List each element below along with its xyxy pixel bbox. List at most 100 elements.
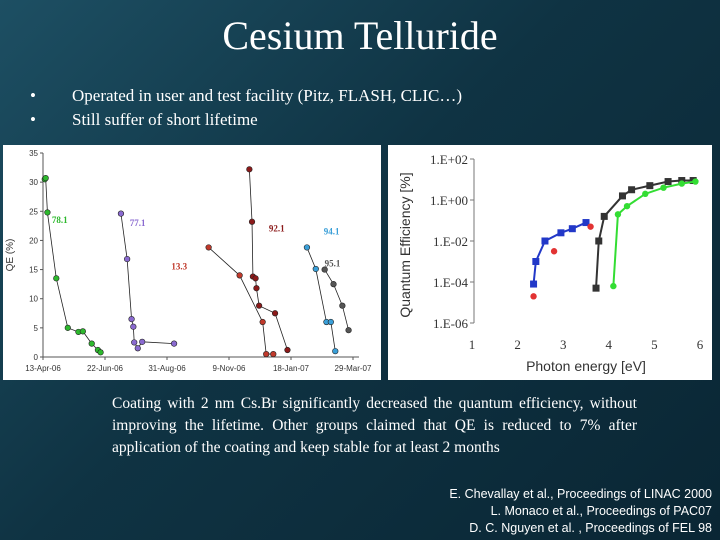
x-axis-label: Photon energy [eV] bbox=[526, 358, 646, 374]
data-point bbox=[79, 328, 86, 335]
data-point bbox=[253, 285, 260, 292]
data-point bbox=[134, 345, 141, 352]
references: E. Chevallay et al., Proceedings of LINA… bbox=[449, 486, 712, 537]
data-point bbox=[236, 272, 243, 279]
data-point bbox=[246, 166, 253, 173]
data-point bbox=[660, 184, 667, 191]
data-point bbox=[628, 186, 636, 194]
data-point bbox=[557, 229, 565, 237]
data-point bbox=[270, 350, 277, 358]
reference-item: E. Chevallay et al., Proceedings of LINA… bbox=[449, 487, 712, 501]
data-point bbox=[170, 340, 178, 347]
data-point bbox=[205, 244, 212, 251]
data-point bbox=[44, 209, 51, 216]
y-axis-label: QE (%) bbox=[5, 239, 16, 272]
bullet-item: Operated in user and test facility (Pitz… bbox=[30, 84, 462, 108]
data-point bbox=[550, 248, 558, 255]
y-tick-label: 15 bbox=[29, 266, 38, 275]
description-text: Coating with 2 nm Cs.Br significantly de… bbox=[112, 395, 637, 456]
data-point bbox=[130, 323, 137, 330]
series-line bbox=[248, 169, 288, 351]
slide-title: Cesium Telluride bbox=[222, 13, 498, 58]
data-point bbox=[642, 190, 649, 198]
y-tick-label: 1.E+00 bbox=[430, 193, 468, 208]
x-tick-label: 18-Jan-07 bbox=[273, 364, 310, 373]
data-point bbox=[97, 349, 104, 356]
x-tick-label: 29-Mar-07 bbox=[335, 364, 372, 373]
y-tick-label: 0 bbox=[34, 353, 39, 362]
data-point bbox=[345, 327, 352, 334]
bullet-list: Operated in user and test facility (Pitz… bbox=[30, 84, 462, 132]
y-tick-label: 1.E-04 bbox=[433, 275, 469, 290]
data-point bbox=[139, 338, 146, 345]
data-point bbox=[321, 266, 328, 273]
qe-spectral-chart: 1.E+02 1.E+00 1.E-02 1.E-04 1.E-06 1 2 3 4 5 6 Phot… bbox=[388, 145, 712, 380]
x-tick-label: 13-Apr-06 bbox=[25, 364, 61, 373]
data-point bbox=[664, 178, 672, 186]
y-tick-label: 35 bbox=[29, 149, 38, 158]
series-line bbox=[208, 247, 274, 355]
data-point bbox=[256, 302, 263, 309]
data-point bbox=[595, 237, 603, 245]
data-point bbox=[248, 218, 256, 225]
data-point bbox=[131, 339, 138, 346]
data-point bbox=[284, 346, 291, 354]
data-point bbox=[252, 275, 259, 282]
data-point bbox=[330, 281, 337, 288]
data-point bbox=[303, 244, 311, 251]
x-tick-label: 2 bbox=[514, 337, 521, 352]
series-annotation: 77.1 bbox=[130, 218, 146, 228]
data-point bbox=[53, 275, 60, 282]
data-point bbox=[592, 284, 600, 292]
data-point bbox=[623, 202, 631, 210]
reference-item: L. Monaco et al., Proceedings of PAC07 bbox=[490, 504, 712, 518]
data-point bbox=[259, 318, 266, 326]
reference-item: D. C. Nguyen et al. , Proceedings of FEL… bbox=[469, 521, 712, 535]
data-point bbox=[587, 223, 594, 230]
data-point bbox=[541, 237, 549, 245]
y-tick-label: 1.E+02 bbox=[430, 152, 468, 167]
series-annotation: 13.3 bbox=[171, 262, 187, 272]
qe-lifetime-chart: 0 5 10 15 20 25 30 35 13-Apr-06 22-Jun-06 31-Aug-0… bbox=[3, 145, 381, 380]
data-point bbox=[117, 210, 125, 217]
series-annotation: 92.1 bbox=[269, 224, 285, 234]
data-point bbox=[332, 348, 339, 355]
y-tick-label: 5 bbox=[34, 324, 39, 333]
series-annotation: 94.1 bbox=[324, 227, 340, 237]
data-point bbox=[646, 182, 654, 190]
y-tick-label: 10 bbox=[29, 295, 38, 304]
data-point bbox=[568, 225, 576, 233]
data-point bbox=[610, 282, 617, 290]
data-point bbox=[530, 280, 538, 288]
y-tick-label: 20 bbox=[29, 236, 38, 245]
data-point bbox=[692, 178, 699, 185]
data-point bbox=[88, 340, 95, 347]
data-point bbox=[530, 293, 537, 300]
series-annotation: 95.1 bbox=[325, 259, 341, 269]
data-point bbox=[582, 219, 590, 227]
series-annotation: 78.1 bbox=[52, 215, 68, 225]
data-point bbox=[532, 258, 540, 265]
data-point bbox=[64, 324, 71, 331]
y-tick-label: 1.E-02 bbox=[433, 234, 468, 249]
series-line bbox=[324, 269, 349, 331]
y-tick-label: 1.E-06 bbox=[433, 316, 469, 331]
data-point bbox=[124, 255, 131, 263]
data-point bbox=[271, 310, 279, 317]
series-line bbox=[120, 213, 175, 349]
y-tick-label: 25 bbox=[29, 207, 38, 216]
x-tick-label: 6 bbox=[697, 337, 704, 352]
x-tick-label: 5 bbox=[651, 337, 658, 352]
bullet-item: Still suffer of short lifetime bbox=[30, 108, 462, 132]
x-tick-label: 31-Aug-06 bbox=[148, 364, 186, 373]
data-point bbox=[128, 316, 135, 323]
data-point bbox=[42, 174, 49, 182]
x-tick-label: 1 bbox=[469, 337, 476, 352]
data-point bbox=[678, 180, 685, 187]
x-tick-label: 3 bbox=[560, 337, 567, 352]
qe-lifetime-plot: 0 5 10 15 20 25 30 35 13-Apr-06 22-Jun-06 31-Aug-0… bbox=[5, 149, 372, 373]
data-point bbox=[339, 302, 346, 309]
data-point bbox=[327, 318, 334, 326]
qe-spectral-plot: 1.E+02 1.E+00 1.E-02 1.E-04 1.E-061 2 3 4 5 6 Phot… bbox=[397, 152, 704, 374]
data-point bbox=[312, 265, 319, 273]
